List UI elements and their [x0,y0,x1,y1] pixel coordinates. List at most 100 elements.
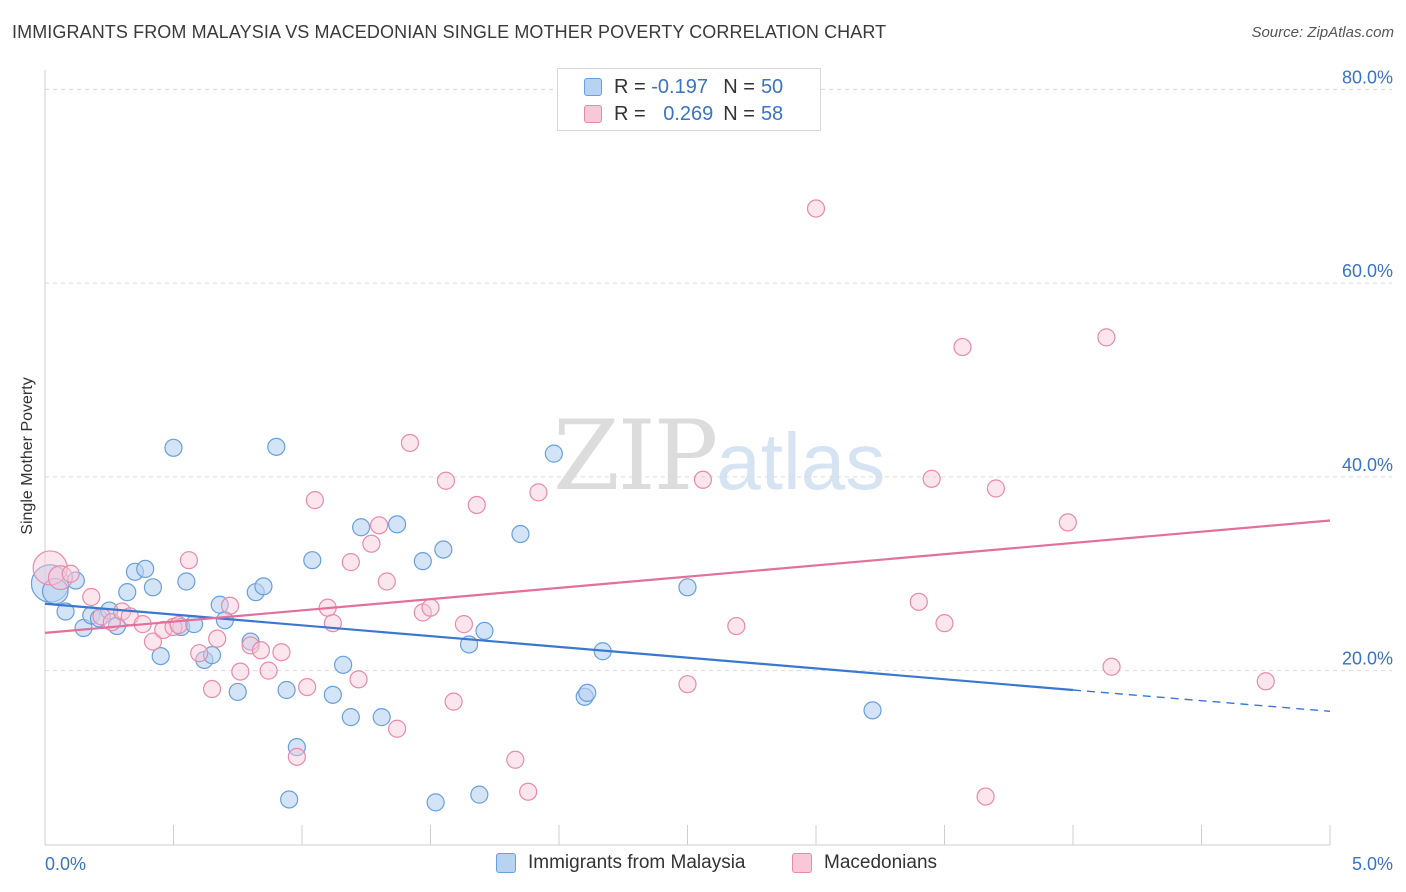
legend-row-macedonians: R = 0.269 N = 58 [584,102,783,126]
pink-swatch [792,853,812,873]
malaysia-point [341,708,360,727]
x-tick-label: 5.0% [1352,854,1393,874]
macedonian-point [400,433,420,453]
macedonian-point [298,677,317,697]
malaysia-point [136,559,155,579]
malaysia-point [287,738,306,757]
malaysia-point [267,437,286,456]
r-value: -0.197 [651,75,708,98]
macedonian-point [467,495,486,515]
macedonian-point [251,641,270,660]
macedonian-point [179,551,199,570]
malaysia-point [303,551,322,570]
watermark-atlas: atlas [716,417,886,506]
malaysia-point [280,790,299,809]
macedonian-point [190,644,209,663]
macedonian-point [349,670,368,689]
macedonian-point [259,661,278,680]
macedonian-point [519,782,538,801]
macedonian-point [454,615,474,634]
correlation-legend: R = -0.197 N = 50 R = 0.269 N = 58 [557,68,821,131]
n-value: 50 [760,75,784,98]
macedonian-point [220,596,240,615]
macedonian-trendline [44,519,1331,634]
n-label: N = [723,75,755,98]
blue-swatch [496,853,516,873]
malaysia-point [143,578,163,597]
malaysia-point [544,444,563,463]
macedonian-point [953,337,972,357]
macedonian-point [272,643,291,662]
malaysia-point [184,615,204,634]
malaysia-point [151,646,170,666]
macedonian-point [82,587,101,607]
macedonian-point [922,469,941,488]
blue-swatch [584,78,602,96]
legend-item-malaysia[interactable]: Immigrants from Malaysia [496,852,746,874]
malaysia-point [426,793,445,812]
malaysia-point [334,655,353,674]
macedonian-point [529,483,548,502]
macedonian-point [506,750,525,769]
malaysia-point [228,682,247,702]
macedonian-point [935,614,954,633]
legend-item-macedonians[interactable]: Macedonians [792,852,937,874]
macedonian-point [806,199,826,218]
r-label: R = [614,102,646,125]
macedonian-point [305,491,324,510]
macedonian-point [287,747,306,766]
y-tick-label: 80.0% [1342,67,1393,87]
series-legend: Immigrants from Malaysia Macedonians [0,850,1406,878]
malaysia-point [863,701,882,720]
malaysia-point [372,708,391,727]
macedonian-point [377,572,396,591]
macedonian-point [444,692,463,711]
x-tick-label: 0.0% [45,854,86,874]
y-tick-label: 60.0% [1342,261,1393,281]
macedonian-point [1097,328,1116,347]
n-label: N = [723,102,755,125]
malaysia-point [56,602,75,621]
macedonian-point [362,534,381,553]
y-tick-label: 40.0% [1342,455,1393,475]
malaysia-trendline-extension [1072,689,1331,713]
macedonian-point [976,787,995,806]
r-value: 0.269 [663,102,714,125]
malaysia-point [511,524,530,544]
malaysia-point [387,515,407,534]
macedonian-point [436,471,456,490]
macedonian-point [727,616,746,636]
malaysia-point [164,438,183,457]
macedonian-point [143,632,163,651]
malaysia-point [470,785,489,804]
macedonian-point [693,470,713,489]
macedonian-point [169,615,188,635]
malaysia-point [678,578,697,597]
macedonian-point [909,592,928,611]
macedonian-point [421,598,440,617]
macedonian-point [986,479,1006,498]
macedonian-point [47,565,73,591]
malaysia-point [277,680,296,700]
malaysia-point [413,552,432,571]
legend-label-malaysia: Immigrants from Malaysia [528,852,746,873]
macedonian-point [370,516,389,535]
macedonian-point [1102,657,1121,676]
malaysia-point [352,518,371,537]
malaysia-point [177,572,196,591]
macedonian-point [208,629,227,648]
macedonian-point [678,675,697,694]
chart-title: IMMIGRANTS FROM MALAYSIA VS MACEDONIAN S… [12,22,887,42]
malaysia-point [475,621,494,641]
pink-swatch [584,105,602,123]
legend-row-malaysia: R = -0.197 N = 50 [584,75,783,99]
y-tick-label: 20.0% [1342,649,1393,669]
macedonian-point [61,564,80,583]
malaysia-point [118,583,137,602]
n-value: 58 [760,102,784,125]
watermark: ZIPatlas [553,400,885,512]
macedonian-point [387,719,407,738]
malaysia-point [434,540,453,559]
source-credit: Source: ZipAtlas.com [1251,24,1394,41]
malaysia-point [578,683,597,703]
